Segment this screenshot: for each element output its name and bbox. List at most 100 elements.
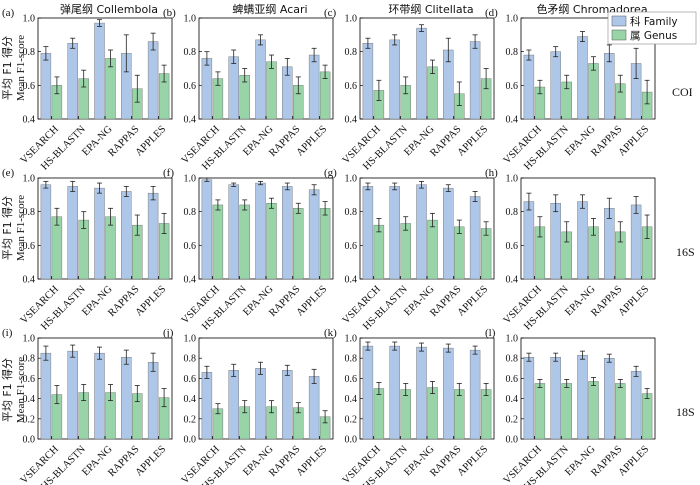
panel-label: (d) [485, 7, 498, 19]
panel-label: (i) [2, 327, 13, 339]
y-tick-label: 0.4 [506, 275, 519, 286]
y-tick-label: 0.6 [184, 241, 197, 252]
y-tick-label: 1.0 [345, 14, 358, 25]
bar-family [228, 370, 239, 440]
bar-family [389, 186, 400, 280]
bar-genus [427, 66, 438, 120]
y-tick-label: 0.4 [23, 275, 36, 286]
y-tick-label: 1.0 [184, 174, 197, 185]
y-tick-label: 1.0 [506, 14, 519, 25]
bar-family [94, 187, 105, 280]
y-tick-label: 0.6 [345, 241, 358, 252]
y-tick-label: 0.0 [506, 435, 519, 446]
bar-genus [454, 226, 465, 280]
bar-family [308, 376, 320, 440]
bar-family [630, 371, 642, 440]
bar-family [577, 36, 588, 120]
panel-label: (a) [2, 7, 15, 19]
y-tick-label: 0.6 [184, 374, 197, 385]
y-tick-label: 0.0 [23, 435, 36, 446]
ylabel-cn: 平均 F1 得分 [1, 196, 14, 260]
y-tick-label: 0.8 [184, 207, 197, 218]
y-tick-label: 1.0 [184, 14, 197, 25]
y-tick-label: 0.6 [184, 81, 197, 92]
y-tick-label: 0.8 [184, 47, 197, 58]
y-tick-label: 0.8 [184, 354, 197, 365]
y-tick-label: 0.4 [345, 275, 358, 286]
chart-panel: 蜱螨亚纲 Acari(b)0.40.60.81.0VSEARCHHS-BLAST… [163, 3, 334, 172]
ylabel-en: Mean F1-score [15, 35, 27, 101]
y-tick-label: 0.0 [184, 435, 197, 446]
bar-genus [615, 383, 626, 440]
ylabel-cn: 平均 F1 得分 [1, 36, 14, 100]
bar-genus [266, 203, 277, 280]
bar-family [443, 347, 454, 440]
bar-genus [480, 228, 492, 280]
bar-family [147, 192, 159, 280]
y-tick-label: 1.0 [345, 334, 358, 345]
legend: 科 Family 属 Genus [607, 11, 697, 45]
chart-panel: (l)0.00.20.40.60.81.0VSEARCHHS-BLASTNEPA… [485, 327, 656, 485]
bar-genus [373, 388, 385, 440]
y-tick-label: 0.6 [23, 374, 36, 385]
bar-family [67, 350, 78, 440]
x-tick-label: APPLES [456, 444, 491, 479]
bar-family [282, 186, 293, 280]
y-tick-label: 0.4 [23, 115, 36, 126]
y-tick-label: 1.0 [23, 334, 36, 345]
bar-genus [105, 216, 116, 280]
chart-panel: (f)0.40.60.81.0VSEARCHHS-BLASTNEPA-NGRAP… [163, 167, 334, 332]
bar-genus [534, 383, 546, 440]
bar-family [255, 182, 266, 280]
panel-label: (k) [324, 327, 337, 339]
bar-family [469, 196, 481, 280]
y-tick-label: 0.4 [23, 394, 36, 405]
bar-family [147, 362, 159, 440]
legend-genus-label: 属 Genus [630, 30, 677, 42]
bar-family [550, 356, 561, 440]
bar-genus [78, 219, 89, 280]
y-tick-label: 0.8 [345, 207, 358, 218]
x-tick-label: APPLES [295, 124, 330, 159]
chart-panel: (h)0.40.60.81.0VSEARCHHS-BLASTNEPA-NGRAP… [485, 167, 656, 332]
bar-family [201, 179, 213, 280]
bar-family [604, 53, 615, 120]
bar-genus [454, 389, 465, 440]
bar-genus [400, 389, 411, 440]
bar-family [282, 370, 293, 440]
bar-family [550, 51, 561, 120]
y-tick-label: 1.0 [506, 334, 519, 345]
y-tick-label: 0.6 [345, 81, 358, 92]
bar-genus [427, 219, 438, 280]
bar-genus [319, 208, 331, 280]
bar-family [416, 184, 427, 280]
y-tick-label: 0.2 [184, 414, 197, 425]
bar-family [255, 368, 266, 440]
y-tick-label: 0.4 [184, 394, 197, 405]
panel-label: (b) [163, 7, 176, 19]
y-tick-label: 0.8 [23, 354, 36, 365]
bar-family [255, 39, 266, 120]
bar-family [147, 41, 159, 120]
panel-label: (l) [485, 327, 496, 339]
y-tick-label: 0.4 [506, 394, 519, 405]
chart-panel: (k)0.00.20.40.60.81.0VSEARCHHS-BLASTNEPA… [324, 327, 495, 485]
panel-label: (e) [2, 167, 15, 179]
y-tick-label: 0.6 [506, 374, 519, 385]
ylabel-en: Mean F1-score [15, 195, 27, 261]
y-tick-label: 1.0 [23, 174, 36, 185]
bar-family [67, 43, 78, 120]
bar-family [121, 356, 132, 440]
bar-genus [480, 389, 492, 440]
bar-genus [239, 204, 250, 280]
bar-family [201, 372, 213, 440]
y-tick-label: 1.0 [506, 174, 519, 185]
bar-genus [373, 224, 385, 280]
y-tick-label: 0.4 [184, 115, 197, 126]
bar-family [40, 53, 52, 120]
y-tick-label: 0.8 [345, 354, 358, 365]
chart-panel: 弹尾纲 Collembola(a)0.40.60.81.0VSEARCHHS-B… [2, 2, 173, 172]
bar-family [362, 43, 374, 120]
y-tick-label: 0.8 [506, 354, 519, 365]
